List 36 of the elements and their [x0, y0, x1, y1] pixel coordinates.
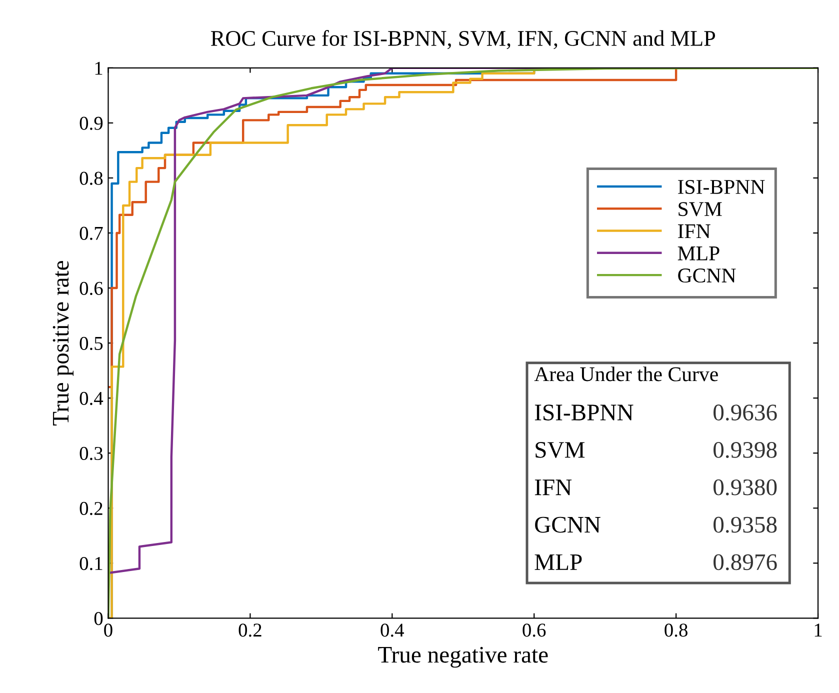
legend-label: SVM: [678, 202, 722, 216]
annotation: 0.8976: [714, 554, 777, 570]
y-tick-label: 0.5: [80, 336, 103, 350]
legend-label: IFN: [678, 224, 710, 238]
annotation: 0.9358: [714, 516, 777, 533]
x-tick-label: 1: [814, 624, 822, 637]
annotation: ISI-BPNN: [534, 404, 634, 420]
x-tick-label: 0.6: [522, 624, 546, 637]
y-tick-label: 0: [94, 612, 103, 626]
y-tick-label: 0.1: [80, 556, 102, 570]
annotation: 0.9380: [714, 479, 777, 496]
annotation: MLP: [534, 554, 582, 570]
y-tick-label: 0.4: [80, 392, 104, 406]
annotation: GCNN: [535, 516, 600, 533]
y-tick-label: 1: [95, 62, 102, 75]
legend-label: GCNN: [678, 268, 736, 283]
legend-label: MLP: [678, 246, 720, 260]
x-tick-label: 0.4: [380, 624, 404, 637]
annotation: IFN: [534, 480, 572, 496]
y-tick-label: 0.2: [80, 502, 102, 516]
y-tick-label: 0.9: [80, 116, 103, 130]
y-tick-label: 0.3: [80, 446, 103, 460]
y-axis-title: True positive rate: [52, 261, 74, 426]
annotation: Area Under the Curve: [534, 366, 718, 382]
x-axis-title: True negative rate: [378, 646, 548, 668]
y-tick-label: 0.8: [80, 172, 103, 185]
x-tick-label: 0: [104, 624, 112, 637]
x-tick-label: 0.8: [664, 624, 688, 637]
y-tick-label: 0.6: [80, 282, 103, 296]
x-tick-label: 0.2: [238, 624, 262, 637]
y-tick-label: 0.7: [80, 226, 103, 240]
legend-label: ISI-BPNN: [678, 180, 765, 194]
annotation: 0.9636: [714, 404, 777, 421]
annotation: SVM: [536, 442, 585, 458]
annotation: 0.9398: [714, 442, 777, 458]
chart-title: ROC Curve for ISI-BPNN, SVM, IFN, GCNN and MLP: [210, 30, 716, 50]
